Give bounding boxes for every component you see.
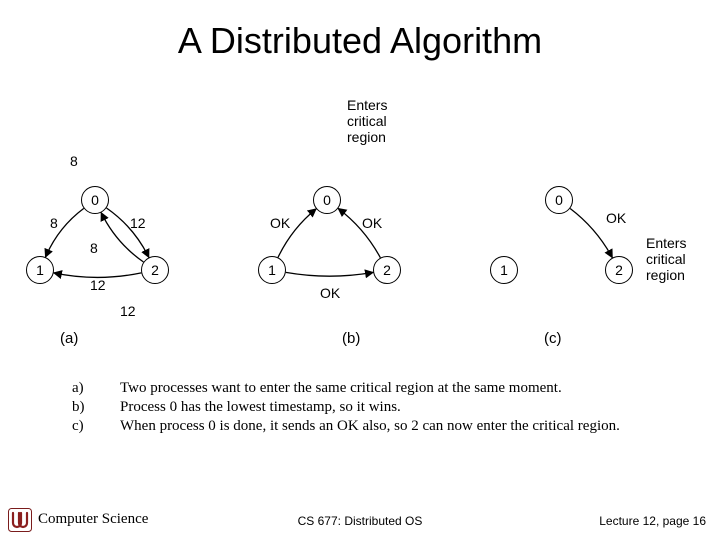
subfigure-b: OKOKOK012Enterscriticalregion(b) bbox=[242, 105, 474, 345]
subfigure-caption: (a) bbox=[60, 330, 78, 347]
subfigure-caption: (b) bbox=[342, 330, 360, 347]
edge-0-1 bbox=[45, 208, 83, 257]
edge-2-0 bbox=[338, 208, 380, 257]
node-2: 2 bbox=[373, 256, 401, 284]
annotation-label: Enterscriticalregion bbox=[347, 97, 387, 145]
diagram-area: 881212012812(a)OKOKOK012Enterscriticalre… bbox=[10, 105, 710, 345]
explain-key: a) bbox=[72, 380, 120, 397]
explain-text: Process 0 has the lowest timestamp, so i… bbox=[120, 399, 672, 416]
explain-text: Two processes want to enter the same cri… bbox=[120, 380, 672, 397]
explain-text: When process 0 is done, it sends an OK a… bbox=[120, 418, 672, 435]
node-0: 0 bbox=[81, 186, 109, 214]
node-0: 0 bbox=[545, 186, 573, 214]
edge-0-2 bbox=[570, 208, 612, 257]
node-2: 2 bbox=[141, 256, 169, 284]
annotation-label: 8 bbox=[70, 153, 78, 169]
explain-item: c)When process 0 is done, it sends an OK… bbox=[72, 418, 672, 435]
edges-c bbox=[474, 105, 706, 345]
explain-item: a)Two processes want to enter the same c… bbox=[72, 380, 672, 397]
explain-key: c) bbox=[72, 418, 120, 435]
explain-key: b) bbox=[72, 399, 120, 416]
subfigure-a: 881212012812(a) bbox=[10, 105, 242, 345]
explain-list: a)Two processes want to enter the same c… bbox=[72, 380, 672, 437]
footer: Computer Science CS 677: Distributed OS … bbox=[0, 508, 720, 528]
slide-title: A Distributed Algorithm bbox=[0, 20, 720, 62]
subfigure-caption: (c) bbox=[544, 330, 562, 347]
node-1: 1 bbox=[490, 256, 518, 284]
footer-right: Lecture 12, page 16 bbox=[599, 514, 706, 528]
edge-1-2 bbox=[286, 272, 373, 276]
annotation-label: Enterscriticalregion bbox=[646, 235, 686, 283]
node-2: 2 bbox=[605, 256, 633, 284]
edge-1-0 bbox=[278, 209, 316, 258]
annotation-label: 12 bbox=[120, 303, 136, 319]
subfigure-c: OK012Enterscriticalregion(c) bbox=[474, 105, 706, 345]
explain-item: b)Process 0 has the lowest timestamp, so… bbox=[72, 399, 672, 416]
node-1: 1 bbox=[26, 256, 54, 284]
node-1: 1 bbox=[258, 256, 286, 284]
node-0: 0 bbox=[313, 186, 341, 214]
edge-2-1 bbox=[54, 273, 142, 278]
